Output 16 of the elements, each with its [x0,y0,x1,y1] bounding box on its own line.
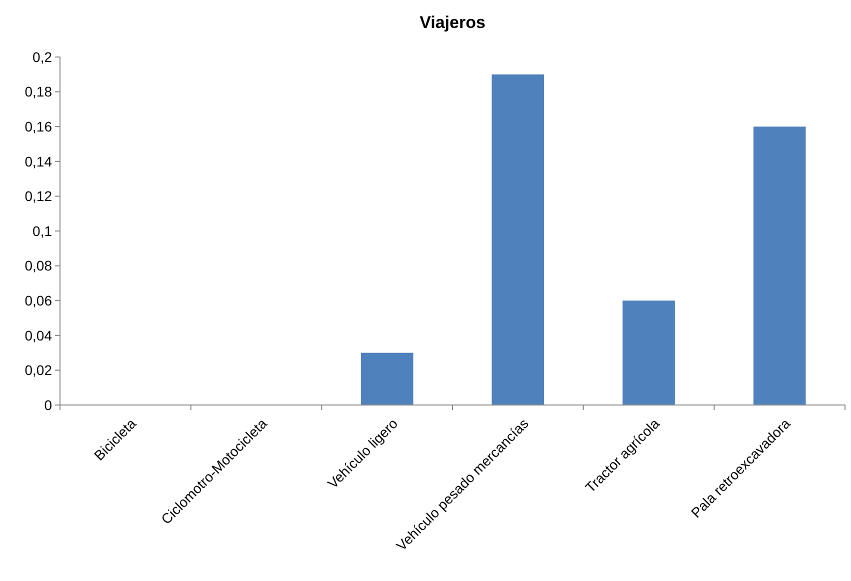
y-tick-label: 0,2 [32,48,52,65]
bar [753,126,806,405]
y-tick-label: 0,18 [24,84,52,100]
y-tick-label: 0,02 [24,362,52,378]
bar [360,352,414,405]
y-tick-label: 0,04 [24,327,52,344]
y-tick-label: 0 [44,396,52,413]
chart-title: Viajeros [420,13,486,32]
y-tick-label: 0,08 [24,258,52,274]
y-tick-label: 0,1 [32,222,52,239]
bar [492,74,544,405]
y-tick-label: 0,14 [24,153,52,170]
y-tick-label: 0,12 [24,188,52,204]
y-tick-label: 0,16 [24,118,52,134]
y-tick-label: 0,06 [24,292,52,308]
bar [622,300,675,405]
